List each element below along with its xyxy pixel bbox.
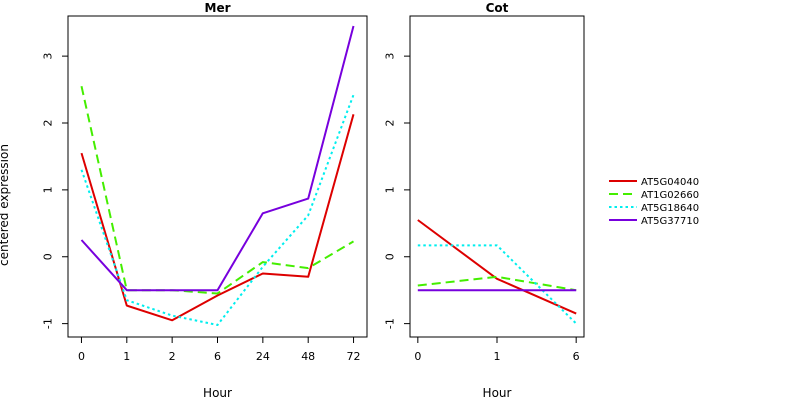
legend-item-at5g37710: AT5G37710 xyxy=(609,216,699,227)
x-tick-label: 24 xyxy=(256,350,270,363)
legend-item-at5g18640: AT5G18640 xyxy=(609,203,699,214)
y-tick-label: -1 xyxy=(384,318,397,329)
x-tick-label: 2 xyxy=(169,350,176,363)
x-axis-label: Hour xyxy=(483,386,512,400)
panel-title: Cot xyxy=(486,1,509,15)
y-tick-label: 0 xyxy=(384,253,397,260)
legend-label: AT1G02660 xyxy=(641,190,699,201)
legend-item-at5g04040: AT5G04040 xyxy=(609,177,699,188)
y-tick-label: 1 xyxy=(384,186,397,193)
y-tick-label: 0 xyxy=(42,253,55,260)
legend-label: AT5G37710 xyxy=(641,216,699,227)
x-axis-label: Hour xyxy=(203,386,232,400)
legend: AT5G04040 AT1G02660 AT5G18640 AT5G37710 xyxy=(609,177,699,227)
legend-label: AT5G18640 xyxy=(641,203,699,214)
x-tick-label: 48 xyxy=(301,350,315,363)
y-tick-label: 1 xyxy=(42,186,55,193)
y-tick-label: -1 xyxy=(42,318,55,329)
panels: Mer -1 0 1 2 3 0 1 2 6 24 48 72 Hour Cot -1 0 1 2 3 0 1 6 Hour xyxy=(42,1,585,400)
panel-cot: Cot -1 0 1 2 3 0 1 6 Hour xyxy=(384,1,585,400)
series-line-at5g04040 xyxy=(80,114,355,322)
y-tick-label: 2 xyxy=(42,120,55,127)
legend-label: AT5G04040 xyxy=(641,177,699,188)
x-tick-label: 0 xyxy=(414,350,421,363)
y-tick-label: 2 xyxy=(384,120,397,127)
panel-mer: Mer -1 0 1 2 3 0 1 2 6 24 48 72 Hour xyxy=(42,1,368,400)
series-line-at5g18640 xyxy=(417,244,577,325)
panel-title: Mer xyxy=(205,1,231,15)
series-line-at5g04040 xyxy=(417,219,577,315)
x-tick-label: 72 xyxy=(347,350,361,363)
y-axis-label: centered expression xyxy=(0,144,11,266)
y-tick-label: 3 xyxy=(42,53,55,60)
series-line-at1g02660 xyxy=(80,85,355,295)
series-line-at5g37710 xyxy=(80,25,355,292)
x-tick-label: 6 xyxy=(573,350,580,363)
x-tick-label: 1 xyxy=(123,350,130,363)
y-tick-label: 3 xyxy=(384,53,397,60)
series-line-at5g18640 xyxy=(80,94,355,326)
legend-item-at1g02660: AT1G02660 xyxy=(609,190,699,201)
x-tick-label: 0 xyxy=(78,350,85,363)
plot-frame xyxy=(409,15,585,338)
x-tick-label: 1 xyxy=(494,350,501,363)
x-tick-label: 6 xyxy=(214,350,221,363)
series-line-at1g02660 xyxy=(417,275,577,292)
